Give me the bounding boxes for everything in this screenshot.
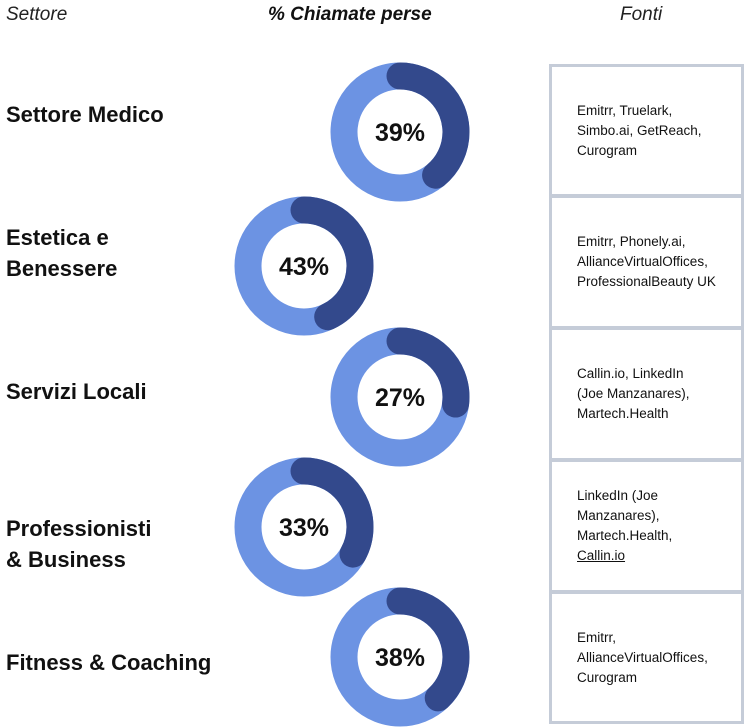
donut-percent-label: 27% (375, 384, 425, 412)
header-settore: Settore (6, 4, 68, 25)
donut-svg: 27% (330, 327, 470, 467)
source-link[interactable]: Callin.io (577, 548, 626, 563)
donut-chart: 33% (234, 457, 374, 597)
donut-percent-label: 33% (279, 514, 329, 542)
sector-label-line: Benessere (6, 256, 118, 281)
donut-percent-label: 39% (375, 119, 425, 147)
sources-cell: LinkedIn (Joe Manzanares), Martech.Healt… (549, 459, 744, 593)
donut-value-arc (330, 62, 470, 202)
sector-label: Professionisti & Business (6, 513, 151, 575)
source-line: AllianceVirtualOffices, (577, 254, 708, 269)
sources-cell: Emitrr, AllianceVirtualOffices, Curogram (549, 591, 744, 724)
sector-label-line: Settore Medico (6, 102, 164, 127)
donut-chart: 38% (330, 587, 470, 727)
source-line: Callin.io, LinkedIn (577, 366, 684, 381)
donut-svg: 38% (330, 587, 470, 727)
donut-svg: 43% (234, 196, 374, 336)
donut-value-arc (234, 457, 374, 597)
donut-value-arc (234, 196, 374, 336)
sector-label: Servizi Locali (6, 376, 147, 407)
donut-svg: 39% (330, 62, 470, 202)
header-fonti: Fonti (620, 4, 663, 25)
source-line: Martech.Health (577, 406, 669, 421)
sector-label-line: Servizi Locali (6, 379, 147, 404)
source-line: ProfessionalBeauty UK (577, 274, 716, 289)
sector-label-line: Estetica e (6, 225, 109, 250)
sources-cell: Emitrr, Truelark, Simbo.ai, GetReach, Cu… (549, 64, 744, 197)
source-line: Emitrr, (577, 629, 616, 645)
donut-value-arc (330, 327, 470, 467)
sources-cell: Callin.io, LinkedIn (Joe Manzanares), Ma… (549, 327, 744, 461)
source-line: Martech.Health, (577, 528, 673, 543)
sources-cell: Emitrr, Phonely.ai, AllianceVirtualOffic… (549, 195, 744, 329)
source-line: LinkedIn (Joe (577, 488, 659, 503)
sector-label: Settore Medico (6, 99, 164, 130)
donut-svg: 33% (234, 457, 374, 597)
source-line: (Joe Manzanares), (577, 386, 690, 401)
source-line: Emitrr, Phonely.ai, (577, 234, 686, 249)
sector-label: Fitness & Coaching (6, 647, 211, 678)
donut-chart: 27% (330, 327, 470, 467)
donut-percent-label: 43% (279, 253, 329, 281)
donut-chart: 43% (234, 196, 374, 336)
sector-label-line: & Business (6, 547, 126, 572)
sector-label: Estetica e Benessere (6, 222, 117, 284)
source-line: AllianceVirtualOffices, (577, 649, 708, 665)
donut-chart: 39% (330, 62, 470, 202)
source-line: Manzanares), (577, 508, 660, 523)
source-line: Curogram (577, 142, 638, 158)
source-line: Curogram (577, 669, 638, 685)
source-line: Simbo.ai, GetReach, (577, 122, 702, 138)
source-line: Emitrr, Truelark, (577, 102, 673, 118)
sector-label-line: Professionisti (6, 516, 152, 541)
header-percent-missed-calls: % Chiamate perse (268, 4, 432, 25)
donut-value-arc (330, 587, 470, 727)
donut-percent-label: 38% (375, 644, 425, 672)
sector-label-line: Fitness & Coaching (6, 650, 212, 675)
